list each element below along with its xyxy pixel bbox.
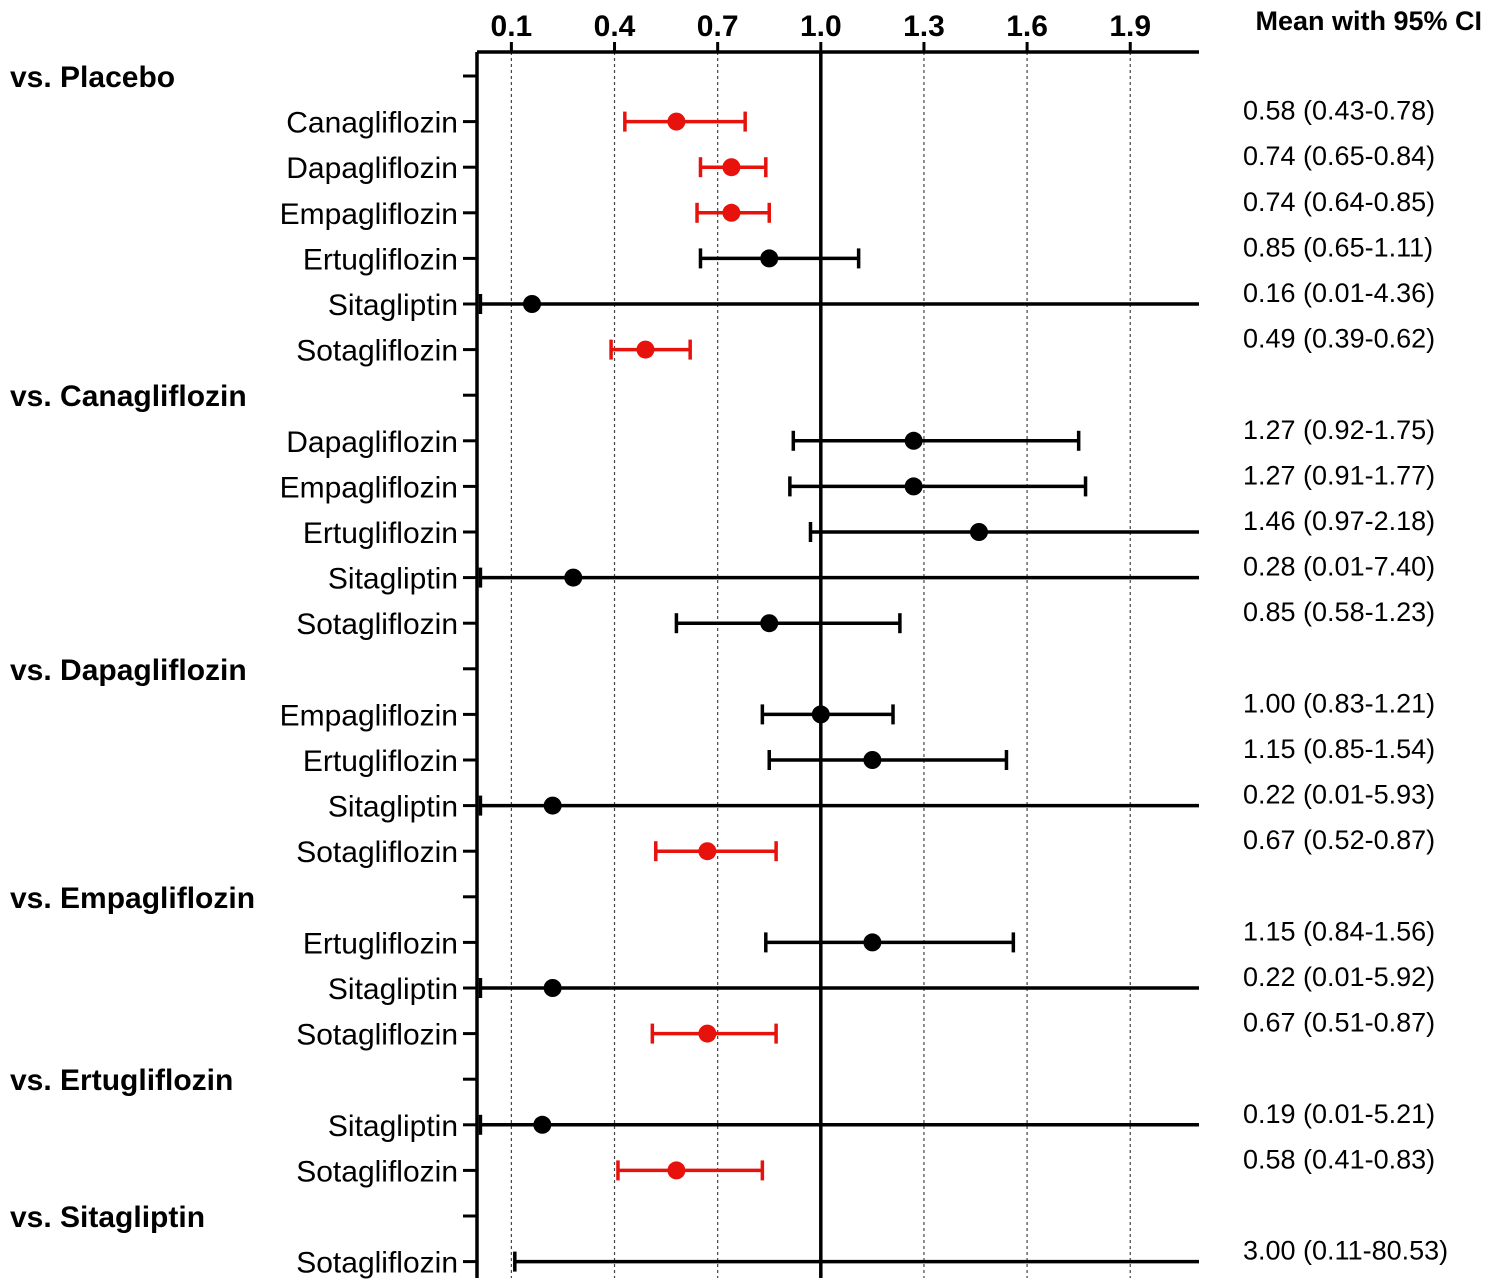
- ci-value-label: 0.28 (0.01-7.40): [1243, 552, 1435, 582]
- ci-value-label: 0.85 (0.65-1.11): [1243, 232, 1433, 262]
- mean-point: [564, 568, 583, 587]
- row-label: Empagliflozin: [280, 198, 458, 231]
- mean-point: [722, 158, 741, 177]
- ci-value-label: 0.58 (0.43-0.78): [1243, 96, 1435, 126]
- x-tick-label: 1.6: [1006, 10, 1048, 43]
- mean-point: [533, 1115, 552, 1134]
- ci-column-header: Mean with 95% CI: [1255, 6, 1482, 36]
- row-label: Empagliflozin: [280, 699, 458, 732]
- x-tick-label: 0.1: [491, 10, 533, 43]
- row-label: Ertugliflozin: [303, 243, 458, 276]
- row-label: Ertugliflozin: [303, 927, 458, 960]
- row-label: Sitagliptin: [328, 791, 458, 824]
- group-label: vs. Ertugliflozin: [10, 1064, 233, 1097]
- mean-point: [667, 1161, 686, 1180]
- mean-point: [904, 431, 923, 450]
- row-label: Canagliflozin: [286, 107, 458, 140]
- mean-point: [811, 705, 830, 724]
- mean-point: [698, 842, 717, 861]
- row-label: Ertugliflozin: [303, 745, 458, 778]
- row-label: Sotagliflozin: [296, 836, 458, 869]
- x-axis-ticks: 0.1 0.4 0.7 1.0 1.3 1.6 1.9: [491, 10, 1151, 52]
- row-label: Dapagliflozin: [286, 426, 458, 459]
- ci-value-labels: 0.58 (0.43-0.78) 0.74 (0.65-0.84) 0.74 (0.…: [1243, 96, 1448, 1266]
- ci-value-label: 0.58 (0.41-0.83): [1243, 1144, 1435, 1174]
- ci-value-label: 0.85 (0.58-1.23): [1243, 597, 1435, 627]
- mean-point: [904, 477, 923, 496]
- group-label: vs. Canagliflozin: [10, 380, 247, 413]
- x-tick-label: 0.4: [594, 10, 636, 43]
- ci-value-label: 1.00 (0.83-1.21): [1243, 688, 1435, 718]
- mean-point: [863, 933, 882, 952]
- ci-value-label: 1.27 (0.92-1.75): [1243, 415, 1435, 445]
- row-label: Sotagliflozin: [296, 1019, 458, 1052]
- group-label: vs. Sitagliptin: [10, 1201, 205, 1234]
- group-label: vs. Empagliflozin: [10, 882, 255, 915]
- mean-point: [760, 614, 779, 633]
- ci-value-label: 0.22 (0.01-5.93): [1243, 780, 1435, 810]
- row-label: Sitagliptin: [328, 563, 458, 596]
- mean-point: [760, 249, 779, 268]
- ci-value-label: 1.15 (0.84-1.56): [1243, 916, 1435, 946]
- row-label: Dapagliflozin: [286, 152, 458, 185]
- mean-point: [543, 796, 562, 815]
- row-label: Sitagliptin: [328, 973, 458, 1006]
- x-tick-label: 1.9: [1109, 10, 1151, 43]
- group-label: vs. Placebo: [10, 61, 175, 94]
- row-label: Ertugliflozin: [303, 517, 458, 550]
- row-label: Sotagliflozin: [296, 608, 458, 641]
- row-label: Empagliflozin: [280, 471, 458, 504]
- row-label: Sotagliflozin: [296, 1247, 458, 1280]
- row-label: Sitagliptin: [328, 289, 458, 322]
- ci-value-label: 0.74 (0.65-0.84): [1243, 141, 1435, 171]
- gridlines: [510, 52, 1131, 1278]
- axes: [463, 50, 1199, 1278]
- ci-value-label: 3.00 (0.11-80.53): [1243, 1236, 1448, 1266]
- mean-point: [698, 1024, 717, 1043]
- ci-value-label: 0.67 (0.51-0.87): [1243, 1008, 1435, 1038]
- row-label: Sitagliptin: [328, 1110, 458, 1143]
- row-label: Sotagliflozin: [296, 335, 458, 368]
- mean-point: [969, 523, 988, 541]
- ci-value-label: 0.19 (0.01-5.21): [1243, 1099, 1435, 1129]
- mean-point: [863, 751, 882, 769]
- x-tick-label: 0.7: [697, 10, 739, 43]
- ci-value-label: 1.15 (0.85-1.54): [1243, 734, 1435, 764]
- ci-value-label: 0.67 (0.52-0.87): [1243, 825, 1435, 855]
- ci-value-label: 1.46 (0.97-2.18): [1243, 506, 1435, 536]
- mean-point: [667, 112, 686, 131]
- mean-point: [523, 295, 542, 313]
- ci-marks: [478, 111, 1199, 1272]
- mean-point: [636, 340, 655, 359]
- ci-value-label: 0.22 (0.01-5.92): [1243, 962, 1435, 992]
- row-labels: vs. Placebo Canagliflozin Dapagliflozin Emp…: [10, 61, 458, 1280]
- ci-value-label: 0.74 (0.64-0.85): [1243, 187, 1435, 217]
- x-tick-label: 1.0: [800, 10, 842, 43]
- group-label: vs. Dapagliflozin: [10, 654, 247, 687]
- x-tick-label: 1.3: [903, 10, 945, 43]
- ci-value-label: 0.16 (0.01-4.36): [1243, 278, 1435, 308]
- row-label: Sotagliflozin: [296, 1155, 458, 1188]
- ci-value-label: 0.49 (0.39-0.62): [1243, 324, 1435, 354]
- mean-point: [543, 979, 562, 997]
- mean-point: [722, 203, 741, 222]
- ci-value-label: 1.27 (0.91-1.77): [1243, 460, 1435, 490]
